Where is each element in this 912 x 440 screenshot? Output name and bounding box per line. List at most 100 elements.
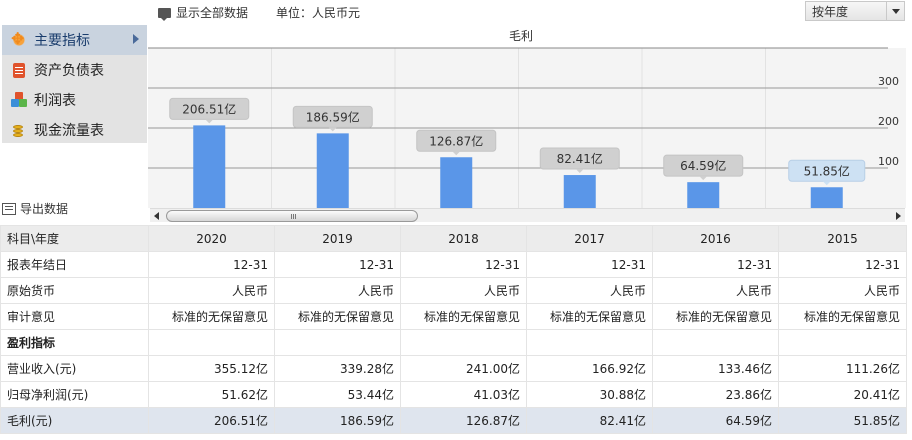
- table-cell: 12-31: [148, 251, 275, 278]
- table-cell: 126.87亿: [400, 407, 527, 434]
- export-data-label: 导出数据: [20, 202, 69, 216]
- table-row: 审计意见 标准的无保留意见 标准的无保留意见 标准的无保留意见 标准的无保留意见 标准的无…: [0, 303, 907, 330]
- table-header-year[interactable]: 2019: [274, 225, 401, 252]
- show-all-data-label: 显示全部数据: [176, 6, 249, 20]
- period-select-value: 按年度: [812, 4, 849, 19]
- chart-y-tick-label: 200: [878, 115, 899, 128]
- table-cell: 53.44亿: [274, 381, 401, 408]
- chart-scrollbar[interactable]: [150, 208, 905, 222]
- chart-data-label: 206.51亿: [182, 101, 236, 116]
- sidebar-item-income-statement[interactable]: 利润表: [2, 85, 147, 115]
- sidebar-item-cash-flow[interactable]: 现金流量表: [2, 115, 147, 145]
- table-header-subject-year: 科目\年度: [0, 225, 149, 252]
- table-cell: 人民币: [148, 277, 275, 304]
- coins-icon: [11, 122, 27, 138]
- sidebar-item-label: 资产负债表: [34, 63, 104, 79]
- chart-bar[interactable]: [316, 133, 349, 208]
- table-cell: 人民币: [778, 277, 907, 304]
- table-row: 毛利(元) 206.51亿 186.59亿 126.87亿 82.41亿 64.59亿 51…: [0, 407, 907, 434]
- table-header-year[interactable]: 2016: [652, 225, 779, 252]
- table-header-row: 科目\年度 2020 2019 2018 2017 2016 2015: [0, 225, 907, 252]
- chart-data-label: 126.87亿: [429, 133, 483, 148]
- table-cell: 12-31: [652, 251, 779, 278]
- table-cell: 标准的无保留意见: [274, 303, 401, 330]
- scroll-right-icon[interactable]: [893, 211, 903, 221]
- table-header-year[interactable]: 2018: [400, 225, 527, 252]
- sidebar-item-label: 现金流量表: [34, 123, 104, 139]
- table-cell: [778, 329, 907, 356]
- unit-label: 单位：人民币元: [276, 6, 361, 20]
- table-cell: 人民币: [652, 277, 779, 304]
- table-cell: 人民币: [400, 277, 527, 304]
- table-cell: 23.86亿: [652, 381, 779, 408]
- sidebar-item-label: 利润表: [34, 93, 76, 109]
- sidebar-item-label: 主要指标: [34, 33, 90, 49]
- table-cell: 标准的无保留意见: [526, 303, 653, 330]
- comment-icon: [158, 7, 171, 21]
- gross-profit-chart: 毛利 300 200 100 206.51亿 186.59亿 126.87亿 82.41亿 64…: [148, 25, 906, 225]
- table-row-label: 营业收入(元): [0, 355, 149, 382]
- table-header-year[interactable]: 2020: [148, 225, 275, 252]
- table-cell: 41.03亿: [400, 381, 527, 408]
- chart-bar[interactable]: [687, 182, 720, 208]
- export-data-button[interactable]: 导出数据: [2, 200, 68, 217]
- table-header-year[interactable]: 2017: [526, 225, 653, 252]
- sidebar-item-main-indicators[interactable]: 主要指标: [2, 25, 147, 55]
- table-row-label: 报表年结日: [0, 251, 149, 278]
- table-cell: 186.59亿: [274, 407, 401, 434]
- table-cell: 355.12亿: [148, 355, 275, 382]
- chevron-right-icon: [133, 34, 139, 44]
- table-cell: [526, 329, 653, 356]
- chart-y-tick-label: 100: [878, 155, 899, 168]
- chart-bar[interactable]: [563, 175, 596, 208]
- table-cell: 30.88亿: [526, 381, 653, 408]
- toolbar: 显示全部数据 单位：人民币元 按年度: [0, 0, 912, 24]
- chart-value-label-pointer: [575, 169, 584, 174]
- period-select[interactable]: 按年度: [805, 1, 905, 21]
- chart-value-label-pointer: [452, 151, 461, 156]
- table-cell: 人民币: [274, 277, 401, 304]
- table-cell: 82.41亿: [526, 407, 653, 434]
- table-cell: 20.41亿: [778, 381, 907, 408]
- table-cell: [400, 329, 527, 356]
- table-cell: 64.59亿: [652, 407, 779, 434]
- chevron-down-icon[interactable]: [886, 2, 904, 20]
- table-cell: 标准的无保留意见: [148, 303, 275, 330]
- table-cell: 12-31: [526, 251, 653, 278]
- chart-value-label-pointer: [822, 181, 831, 186]
- table-cell: [274, 329, 401, 356]
- table-row-label: 毛利(元): [0, 407, 149, 434]
- chart-value-label-pointer: [205, 119, 214, 124]
- table-row-label: 盈利指标: [0, 329, 149, 356]
- table-cell: 12-31: [778, 251, 907, 278]
- chart-value-label-pointer: [699, 176, 708, 181]
- table-cell: 人民币: [526, 277, 653, 304]
- table-cell: 339.28亿: [274, 355, 401, 382]
- chart-title: 毛利: [509, 29, 533, 43]
- table-cell: 51.62亿: [148, 381, 275, 408]
- table-header-year[interactable]: 2015: [778, 225, 907, 252]
- document-icon: [13, 62, 25, 78]
- table-cell: 111.26亿: [778, 355, 907, 382]
- table-row: 营业收入(元) 355.12亿 339.28亿 241.00亿 166.92亿 133.4…: [0, 355, 907, 382]
- table-cell: 206.51亿: [148, 407, 275, 434]
- chart-bar[interactable]: [440, 157, 473, 208]
- table-cell: 标准的无保留意见: [778, 303, 907, 330]
- show-all-data-button[interactable]: 显示全部数据: [158, 4, 248, 21]
- scroll-thumb[interactable]: [166, 210, 418, 222]
- table-cell: 12-31: [400, 251, 527, 278]
- table-cell: 标准的无保留意见: [652, 303, 779, 330]
- chart-bar[interactable]: [810, 187, 843, 208]
- star-icon: [11, 29, 27, 48]
- scroll-left-icon[interactable]: [152, 211, 162, 221]
- sidebar-item-balance-sheet[interactable]: 资产负债表: [2, 55, 147, 85]
- table-cell: 12-31: [274, 251, 401, 278]
- chart-data-label: 64.59亿: [680, 158, 726, 173]
- chart-value-label-pointer: [328, 127, 337, 132]
- export-icon: [2, 202, 16, 215]
- chart-bar[interactable]: [193, 125, 226, 208]
- chart-data-label: 82.41亿: [557, 151, 603, 166]
- table-row-label: 归母净利润(元): [0, 381, 149, 408]
- table-cell: 241.00亿: [400, 355, 527, 382]
- table-row: 盈利指标: [0, 329, 907, 356]
